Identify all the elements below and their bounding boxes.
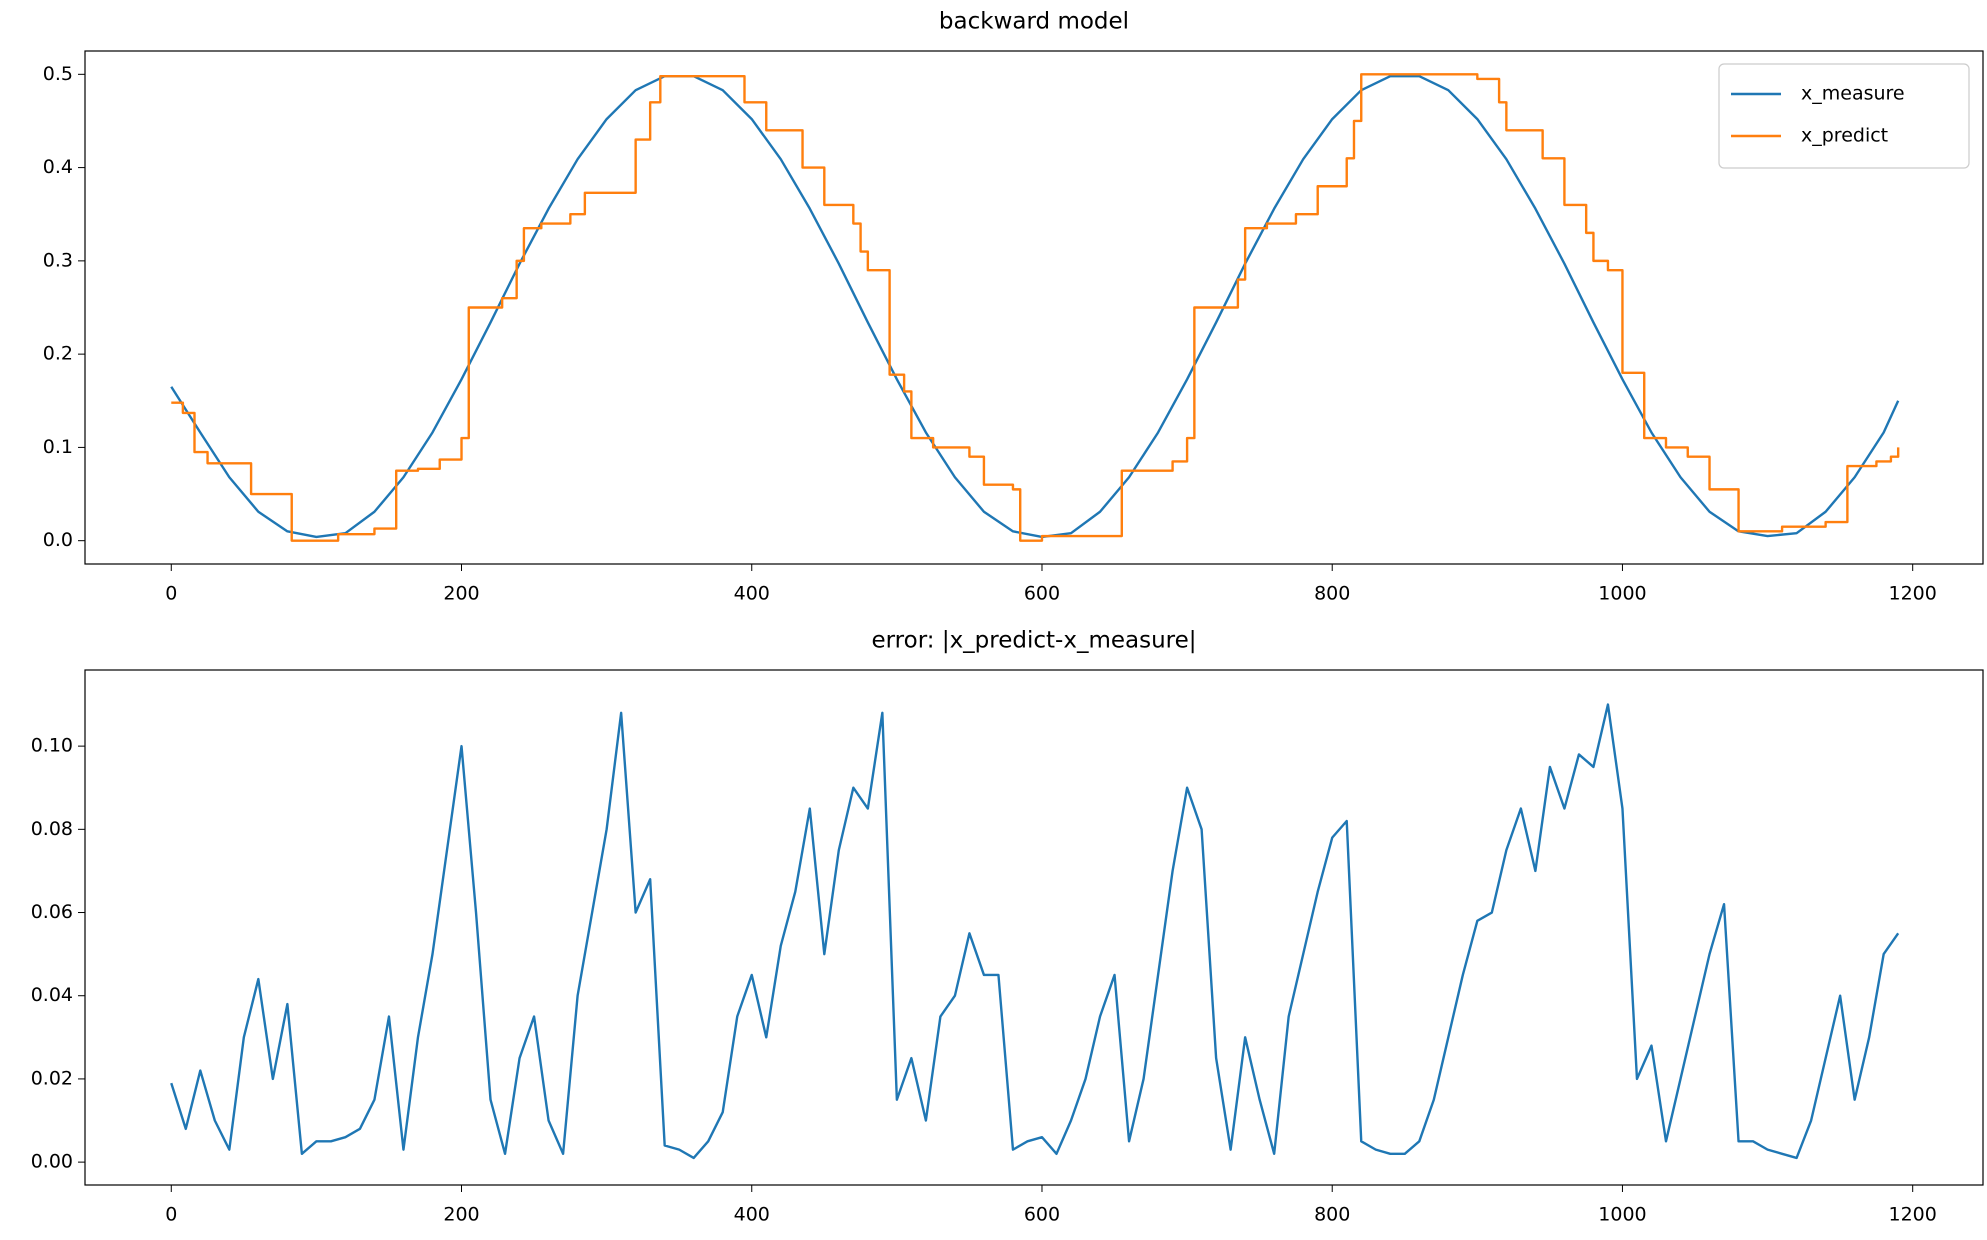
legend-label: x_predict <box>1801 125 1888 147</box>
chart-title: error: |x_predict-x_measure| <box>871 628 1196 654</box>
y-tick-label: 0.2 <box>43 343 73 365</box>
x-tick-label: 1200 <box>1889 1204 1937 1226</box>
x-tick-label: 800 <box>1314 583 1350 605</box>
x-tick-label: 400 <box>734 1204 770 1226</box>
legend-box <box>1718 63 1970 169</box>
x-tick-label: 600 <box>1024 583 1060 605</box>
y-tick-label: 0.04 <box>31 984 73 1006</box>
y-tick-label: 0.1 <box>43 436 73 458</box>
data-line <box>171 73 1900 542</box>
y-tick-label: 0.5 <box>43 63 73 85</box>
y-tick-label: 0.00 <box>31 1151 73 1173</box>
x-tick-label: 800 <box>1314 1204 1350 1226</box>
x-tick-label: 1200 <box>1889 583 1937 605</box>
y-tick-label: 0.06 <box>31 901 73 923</box>
y-tick-label: 0.08 <box>31 818 73 840</box>
y-tick-label: 0.10 <box>31 735 73 757</box>
x-tick-label: 200 <box>443 1204 479 1226</box>
y-tick-label: 0.3 <box>43 249 73 271</box>
x-tick-label: 600 <box>1024 1204 1060 1226</box>
x-tick-label: 400 <box>734 583 770 605</box>
y-tick-label: 0.0 <box>43 529 73 551</box>
x-tick-label: 1000 <box>1598 1204 1646 1226</box>
data-line <box>170 703 1900 1160</box>
y-tick-label: 0.4 <box>43 156 73 178</box>
axes-frame <box>84 50 1984 565</box>
x-tick-label: 0 <box>165 1204 177 1226</box>
legend-label: x_measure <box>1801 83 1905 105</box>
axes-frame <box>84 669 1984 1186</box>
chart-title: backward model <box>939 9 1129 35</box>
x-tick-label: 1000 <box>1598 583 1646 605</box>
x-tick-label: 200 <box>443 583 479 605</box>
x-tick-label: 0 <box>165 583 177 605</box>
y-tick-label: 0.02 <box>31 1067 73 1089</box>
